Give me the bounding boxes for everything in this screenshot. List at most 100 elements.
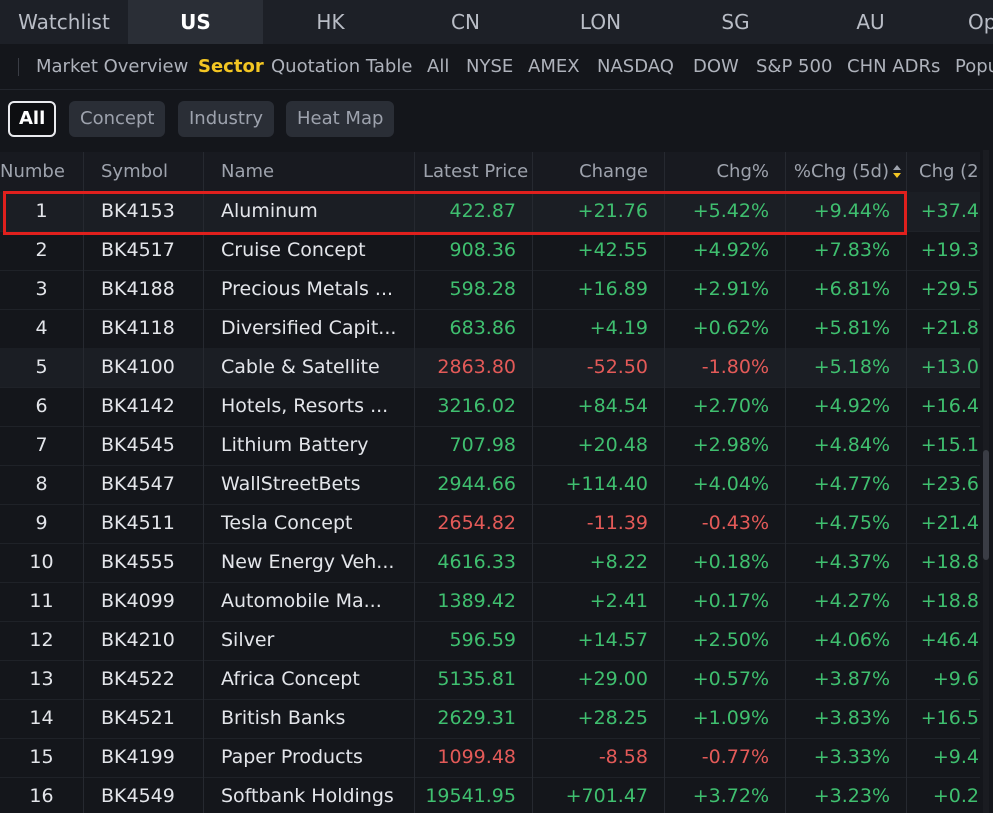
header-chg-pct[interactable]: Chg%: [665, 152, 786, 192]
cell-latest-price: 908.36: [415, 231, 533, 270]
cell-symbol: BK4188: [84, 270, 204, 309]
sector-table: Numbe Symbol Name Latest Price Change Ch…: [0, 150, 993, 813]
tab-watchlist[interactable]: Watchlist: [18, 10, 110, 34]
header-latest-price[interactable]: Latest Price: [415, 152, 533, 192]
sub-nav-all[interactable]: All: [427, 56, 450, 77]
header-chg-5d[interactable]: %Chg (5d): [786, 152, 907, 192]
header-chg-20d[interactable]: Chg (2: [919, 161, 979, 182]
cell-latest-price: 1099.48: [415, 738, 533, 777]
table-row[interactable]: 7 BK4545 Lithium Battery 707.98 +20.48 +2.98%…: [0, 426, 980, 466]
cell-number: 14: [0, 699, 84, 738]
cell-symbol: BK4099: [84, 582, 204, 621]
table-row[interactable]: 16 BK4549 Softbank Holdings 19541.95 +701.47…: [0, 777, 980, 813]
cell-name: Lithium Battery: [204, 426, 415, 465]
cell-chg-5d: +6.81%: [786, 270, 907, 309]
cell-number: 2: [0, 231, 84, 270]
table-row[interactable]: 11 BK4099 Automobile Ma... 1389.42 +2.41 +0.1…: [0, 582, 980, 622]
cell-symbol: BK4549: [84, 777, 204, 813]
sub-nav-dow[interactable]: DOW: [693, 56, 739, 77]
cell-chg-pct: +0.57%: [665, 660, 786, 699]
cell-name: Diversified Capit...: [204, 309, 415, 348]
cell-chg-5d: +3.23%: [786, 777, 907, 813]
header-name[interactable]: Name: [204, 152, 415, 192]
tab-sg[interactable]: SG: [721, 10, 750, 34]
cell-chg-5d: +4.77%: [786, 465, 907, 504]
table-row[interactable]: 6 BK4142 Hotels, Resorts ... 3216.02 +84.54 +…: [0, 387, 980, 427]
header-change[interactable]: Change: [533, 152, 665, 192]
cell-symbol: BK4199: [84, 738, 204, 777]
table-row[interactable]: 4 BK4118 Diversified Capit... 683.86 +4.19 +0…: [0, 309, 980, 349]
cell-chg-20d: +19.3: [920, 239, 979, 261]
sub-nav-nyse[interactable]: NYSE: [466, 56, 514, 77]
cell-chg-5d: +4.84%: [786, 426, 907, 465]
cell-chg-20d: +37.4: [920, 200, 979, 222]
scrollbar[interactable]: [983, 150, 989, 813]
sub-nav-popular[interactable]: Popu: [955, 56, 993, 77]
cell-chg-20d: +13.0: [920, 356, 979, 378]
scrollbar-thumb[interactable]: [983, 450, 989, 560]
cell-number: 12: [0, 621, 84, 660]
table-row[interactable]: 1 BK4153 Aluminum 422.87 +21.76 +5.42% +9.44% +…: [0, 192, 980, 232]
table-row[interactable]: 8 BK4547 WallStreetBets 2944.66 +114.40 +4.04…: [0, 465, 980, 505]
filter-concept[interactable]: Concept: [69, 101, 166, 137]
table-row[interactable]: 12 BK4210 Silver 596.59 +14.57 +2.50% +4.06% +4…: [0, 621, 980, 661]
table-row[interactable]: 15 BK4199 Paper Products 1099.48 -8.58 -0.77%…: [0, 738, 980, 778]
header-symbol[interactable]: Symbol: [84, 152, 204, 192]
header-number[interactable]: Numbe: [0, 152, 84, 192]
tab-options[interactable]: Op: [968, 10, 993, 34]
cell-latest-price: 683.86: [415, 309, 533, 348]
cell-chg-5d: +3.87%: [786, 660, 907, 699]
cell-chg-20d: +9.4: [932, 746, 979, 768]
cell-name: Africa Concept: [204, 660, 415, 699]
cell-latest-price: 422.87: [415, 192, 533, 231]
sub-nav: Market Overview Sector Quotation Table A…: [0, 44, 993, 90]
cell-change: +4.19: [533, 309, 665, 348]
cell-chg-5d: +4.75%: [786, 504, 907, 543]
table-row[interactable]: 2 BK4517 Cruise Concept 908.36 +42.55 +4.92% +…: [0, 231, 980, 271]
table-row[interactable]: 9 BK4511 Tesla Concept 2654.82 -11.39 -0.43% +…: [0, 504, 980, 544]
cell-change: +701.47: [533, 777, 665, 813]
filter-all[interactable]: All: [8, 101, 57, 137]
cell-latest-price: 2944.66: [415, 465, 533, 504]
cell-latest-price: 2629.31: [415, 699, 533, 738]
sub-nav-nasdaq[interactable]: NASDAQ: [597, 56, 674, 77]
cell-chg-5d: +5.18%: [786, 348, 907, 387]
cell-chg-20d: +23.6: [920, 473, 979, 495]
table-row[interactable]: 10 BK4555 New Energy Veh... 4616.33 +8.22 +0.…: [0, 543, 980, 583]
cell-latest-price: 598.28: [415, 270, 533, 309]
cell-symbol: BK4118: [84, 309, 204, 348]
cell-name: Hotels, Resorts ...: [204, 387, 415, 426]
table-row[interactable]: 3 BK4188 Precious Metals ... 598.28 +16.89 +2…: [0, 270, 980, 310]
cell-name: Softbank Holdings: [204, 777, 415, 813]
cell-number: 10: [0, 543, 84, 582]
filter-heat-map[interactable]: Heat Map: [286, 101, 395, 137]
cell-symbol: BK4142: [84, 387, 204, 426]
cell-chg-20d: +29.5: [920, 278, 979, 300]
filter-industry[interactable]: Industry: [178, 101, 275, 137]
table-row[interactable]: 5 BK4100 Cable & Satellite 2863.80 -52.50 -1.…: [0, 348, 980, 388]
cell-chg-pct: +1.09%: [665, 699, 786, 738]
tab-au[interactable]: AU: [856, 10, 885, 34]
table-row[interactable]: 14 BK4521 British Banks 2629.31 +28.25 +1.09%…: [0, 699, 980, 739]
tab-lon[interactable]: LON: [579, 10, 622, 34]
cell-chg-5d: +4.27%: [786, 582, 907, 621]
sub-nav-chn-adrs[interactable]: CHN ADRs: [847, 56, 941, 77]
sub-nav-sp500[interactable]: S&P 500: [756, 56, 833, 77]
sub-nav-divider: [18, 58, 19, 76]
sub-nav-market-overview[interactable]: Market Overview: [36, 56, 189, 77]
sub-nav-amex[interactable]: AMEX: [528, 56, 580, 77]
tab-cn[interactable]: CN: [451, 10, 480, 34]
table-row[interactable]: 13 BK4522 Africa Concept 5135.81 +29.00 +0.57…: [0, 660, 980, 700]
tab-us[interactable]: US: [128, 0, 263, 44]
cell-chg-20d: +21.4: [920, 512, 979, 534]
cell-name: Paper Products: [204, 738, 415, 777]
sort-desc-icon[interactable]: [892, 164, 902, 180]
filter-bar: All Concept Industry Heat Map: [0, 89, 993, 149]
cell-chg-20d: +15.1: [920, 434, 979, 456]
sub-nav-sector[interactable]: Sector: [198, 56, 264, 77]
cell-chg-pct: +0.17%: [665, 582, 786, 621]
cell-chg-20d: +9.6: [932, 668, 979, 690]
cell-change: +84.54: [533, 387, 665, 426]
sub-nav-quotation-table[interactable]: Quotation Table: [271, 56, 413, 77]
tab-hk[interactable]: HK: [316, 10, 345, 34]
